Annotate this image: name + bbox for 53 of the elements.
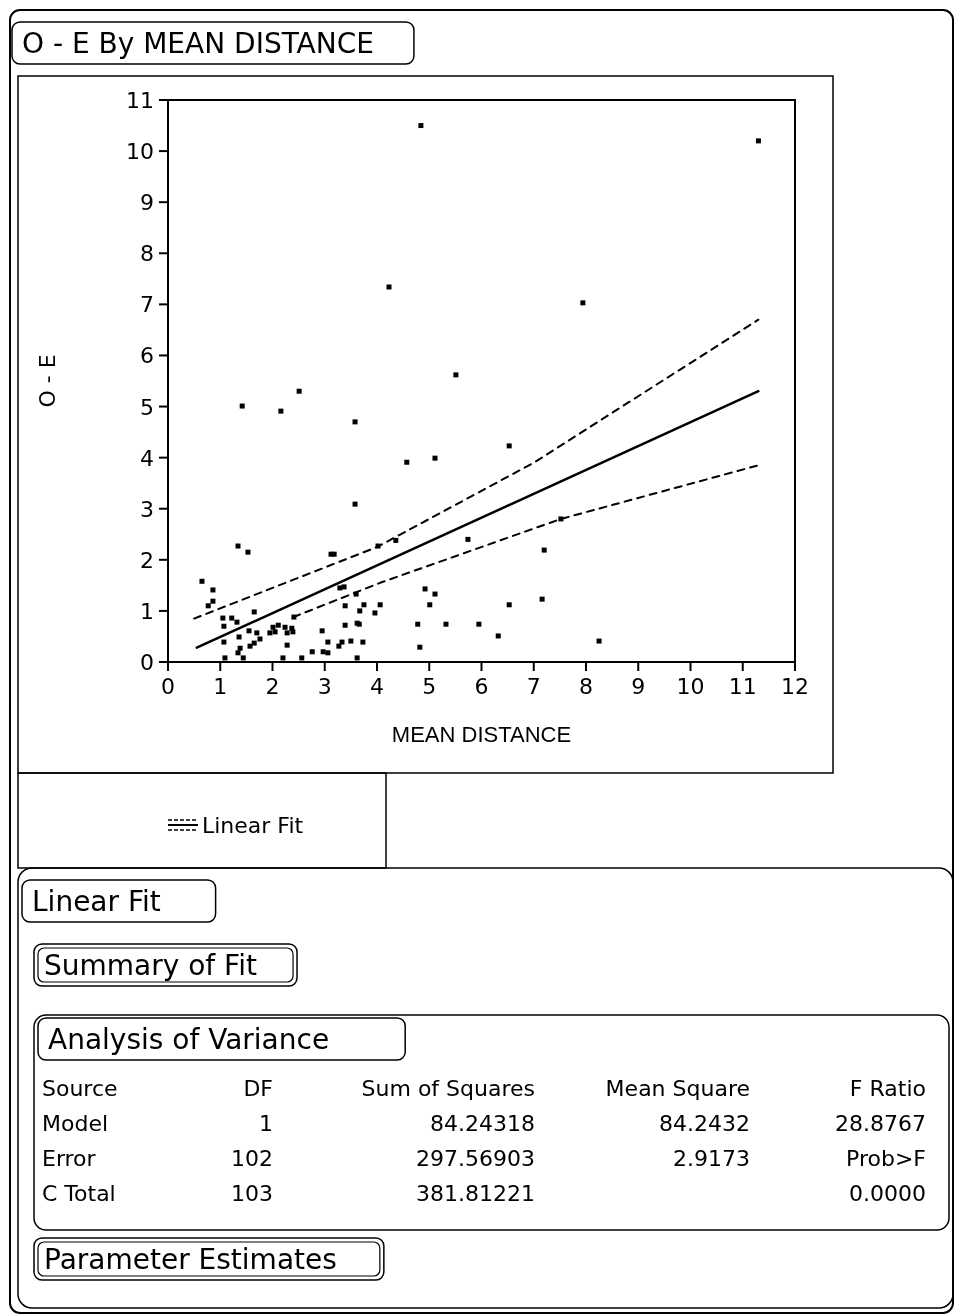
x-tick-label: 2 (265, 674, 280, 699)
text: Parameter Estimates (44, 1243, 337, 1277)
text: Mean Square (605, 1076, 750, 1101)
y-tick-label: 7 (140, 292, 154, 318)
text: 1 (259, 1111, 273, 1136)
text: 103 (231, 1181, 273, 1206)
y-tick-label: 8 (140, 241, 154, 267)
x-tick-label: 0 (161, 674, 175, 699)
line-series (193, 318, 760, 620)
text: Analysis of Variance (48, 1023, 330, 1057)
x-tick-label: 9 (631, 674, 646, 699)
text: Error (42, 1146, 97, 1171)
y-tick-label: 3 (140, 496, 154, 522)
x-tick-label: 5 (422, 674, 437, 699)
y-tick-label: 2 (140, 547, 154, 573)
legend-label: Linear Fit (202, 813, 304, 838)
text: 28.8767 (835, 1111, 926, 1136)
text: Source (42, 1076, 118, 1101)
y-tick-label: 9 (140, 190, 154, 216)
text: C Total (42, 1181, 116, 1206)
text: 0.0000 (849, 1181, 926, 1206)
text: 102 (231, 1146, 273, 1171)
text: Linear Fit (32, 885, 161, 919)
x-tick-label: 12 (781, 674, 809, 699)
y-tick-label: 0 (140, 650, 154, 675)
text: Prob>F (846, 1146, 926, 1171)
text: Model (42, 1111, 109, 1136)
y-axis-title: O - E (35, 354, 60, 408)
y-tick-label: 1 (140, 598, 154, 624)
x-tick-label: 4 (370, 674, 384, 699)
text: 2.9173 (673, 1146, 750, 1171)
text: Sum of Squares (361, 1076, 535, 1101)
text: 381.81221 (416, 1181, 535, 1206)
y-tick-label: 5 (140, 394, 154, 420)
x-tick-label: 6 (474, 674, 489, 699)
text: DF (243, 1076, 273, 1101)
y-tick-label: 10 (126, 139, 154, 165)
chart-title: O - E By MEAN DISTANCE (22, 27, 374, 61)
x-axis-title: MEAN DISTANCE (391, 722, 572, 747)
x-tick-label: 1 (213, 674, 228, 699)
y-tick-label: 4 (140, 445, 154, 471)
y-tick-label: 6 (140, 343, 154, 369)
x-tick-label: 10 (676, 674, 705, 699)
text: F Ratio (849, 1076, 926, 1101)
x-tick-label: 3 (317, 674, 332, 699)
text: 297.56903 (416, 1146, 535, 1171)
text: 84.24318 (430, 1111, 535, 1136)
x-tick-label: 7 (526, 674, 541, 699)
text: Summary of Fit (44, 949, 257, 983)
x-tick-label: 11 (728, 674, 757, 699)
y-tick-label: 11 (126, 88, 154, 113)
text: 84.2432 (659, 1111, 750, 1136)
x-tick-label: 8 (579, 674, 593, 699)
